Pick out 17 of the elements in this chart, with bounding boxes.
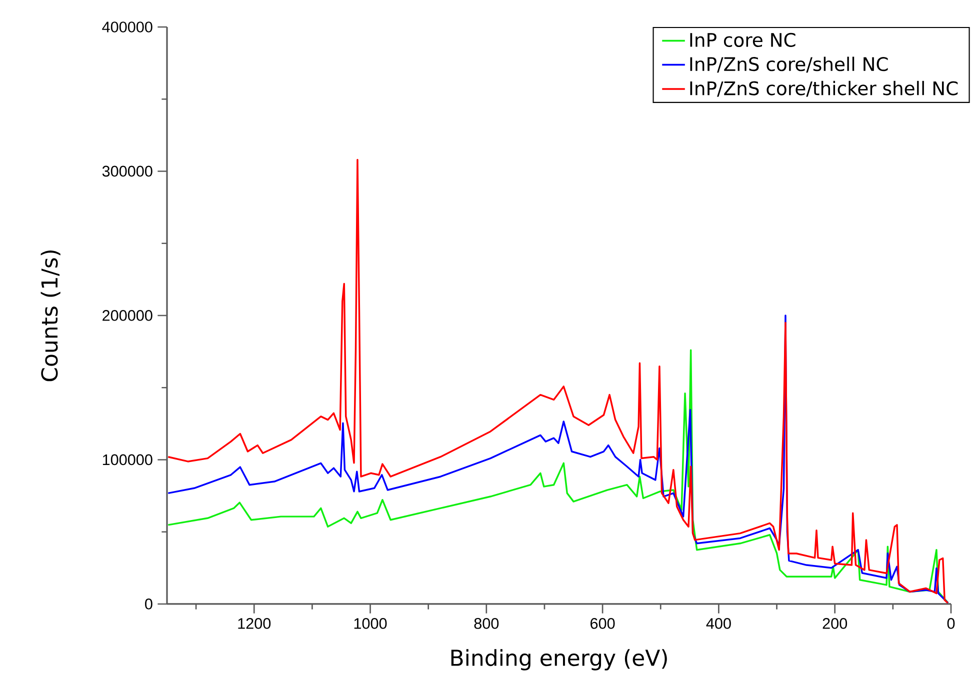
- x-tick-label: 200: [822, 618, 848, 629]
- x-tick-label: 800: [474, 618, 499, 629]
- x-tick-label: 600: [590, 618, 615, 629]
- legend-label: InP/ZnS core/shell NC: [690, 56, 888, 73]
- y-axis-title: Counts (1/s): [40, 250, 60, 382]
- x-axis-title: Binding energy (eV): [451, 649, 667, 670]
- y-tick-label: 400000: [102, 22, 152, 32]
- x-tick-label: 0: [947, 618, 955, 629]
- legend-label: InP core NC: [690, 32, 796, 47]
- x-tick-label: 1000: [354, 618, 387, 629]
- x-tick-label: 400: [706, 618, 731, 629]
- x-tick-label: 1200: [238, 618, 271, 629]
- legend-label: InP/ZnS core/thicker shell NC: [690, 80, 958, 97]
- y-tick-label: 0: [145, 598, 152, 610]
- y-tick-label: 100000: [102, 454, 152, 466]
- y-tick-label: 300000: [102, 166, 152, 177]
- y-tick-label: 200000: [102, 310, 152, 321]
